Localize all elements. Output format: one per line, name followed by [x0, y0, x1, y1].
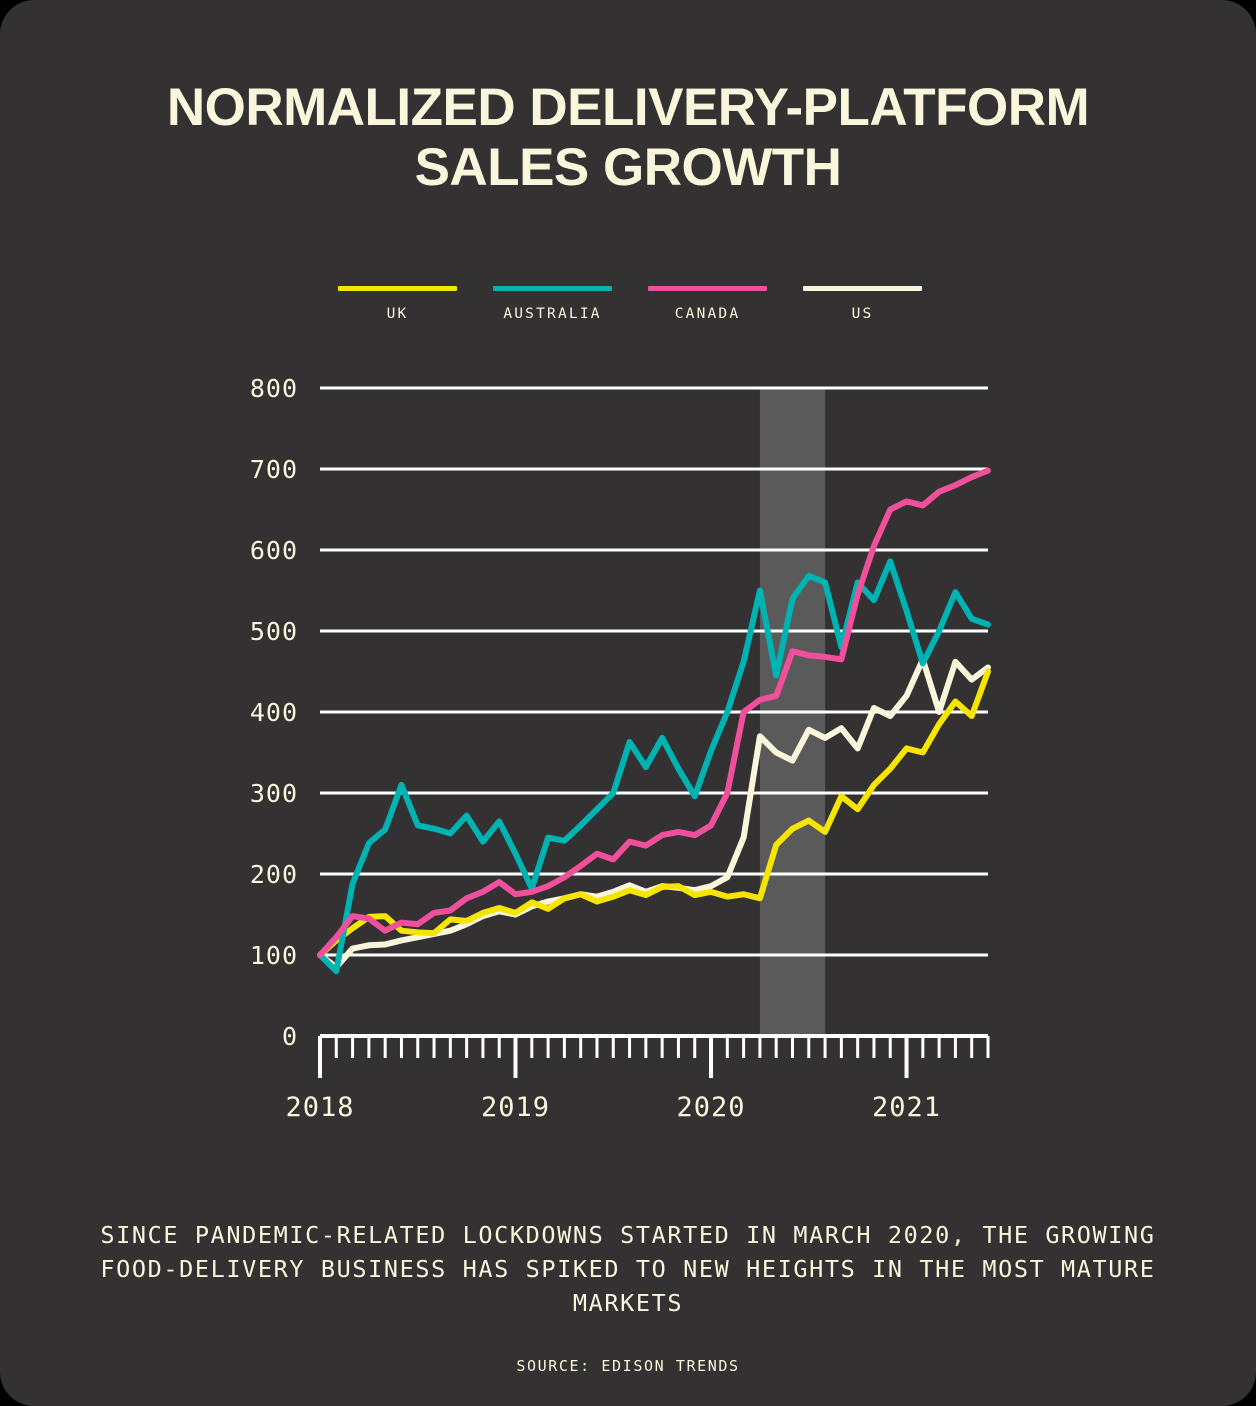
y-axis-labels: 0 100 200 300 400 500 600 700 800 — [250, 374, 298, 1051]
y-axis-tick-label: 600 — [250, 536, 298, 565]
x-axis-tick-label: 2021 — [872, 1092, 941, 1123]
x-axis-tick-label: 2020 — [677, 1092, 746, 1123]
source-text: SOURCE: EDISON TRENDS — [516, 1357, 740, 1375]
y-axis-tick-label: 400 — [250, 698, 298, 727]
y-axis-tick-label: 0 — [282, 1022, 298, 1051]
series-line-uk — [317, 668, 991, 958]
legend-item-us[interactable]: US — [785, 286, 940, 322]
legend-item-australia[interactable]: AUSTRALIA — [475, 286, 630, 322]
page-title: NORMALIZED DELIVERY-PLATFORM SALES GROWT… — [166, 78, 1090, 197]
legend-label-canada: CANADA — [674, 306, 741, 322]
legend-label-uk: UK — [386, 306, 409, 322]
gridline-layer — [320, 386, 988, 957]
x-axis — [318, 1034, 990, 1078]
y-axis-tick-label: 100 — [250, 941, 298, 970]
series-line-canada — [317, 467, 991, 958]
x-axis-tick-label: 2018 — [285, 1092, 354, 1123]
legend-swatch-canada — [648, 286, 767, 291]
legend-item-canada[interactable]: CANADA — [630, 286, 785, 322]
legend-label-us: US — [851, 306, 874, 322]
legend-swatch-us — [803, 286, 922, 291]
legend-item-uk[interactable]: UK — [320, 286, 475, 322]
caption-text: SINCE PANDEMIC-RELATED LOCKDOWNS STARTED… — [100, 1221, 1156, 1317]
legend-swatch-australia — [493, 286, 612, 291]
legend-swatch-uk — [338, 286, 457, 291]
y-axis-tick-label: 700 — [250, 455, 298, 484]
x-axis-labels: 2018 2019 2020 2021 — [285, 1092, 941, 1123]
y-axis-tick-label: 800 — [250, 374, 298, 403]
chart-legend: UK AUSTRALIA CANADA US — [320, 286, 940, 322]
series-line-australia — [317, 558, 991, 975]
y-axis-tick-label: 300 — [250, 779, 298, 808]
legend-label-australia: AUSTRALIA — [503, 306, 602, 322]
x-axis-tick-label: 2019 — [481, 1092, 550, 1123]
series-layer — [317, 467, 991, 975]
y-axis-tick-label: 200 — [250, 860, 298, 889]
y-axis-tick-label: 500 — [250, 617, 298, 646]
